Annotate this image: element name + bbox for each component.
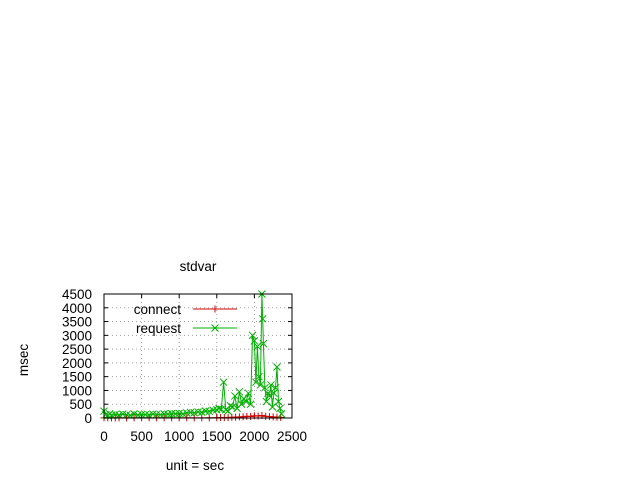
data-point-request xyxy=(255,372,263,381)
chart-title: stdvar xyxy=(180,259,217,274)
data-point-connect xyxy=(247,412,255,420)
x-tick-label: 500 xyxy=(130,429,153,444)
y-tick-label: 3000 xyxy=(62,328,92,343)
x-tick-label: 2500 xyxy=(277,429,307,444)
x-axis: 0 500 1000 1500 2000 2500 xyxy=(100,294,307,444)
data-point-request xyxy=(274,397,283,406)
data-point-request xyxy=(256,381,265,389)
x-tick-label: 1500 xyxy=(202,429,232,444)
y-tick-label: 0 xyxy=(84,411,92,426)
y-tick-label: 1500 xyxy=(62,370,92,385)
data-point-request xyxy=(253,342,262,351)
x-axis-label: unit = sec xyxy=(166,458,224,473)
y-tick-label: 2000 xyxy=(62,356,92,371)
data-point-request xyxy=(219,378,228,387)
data-point-request xyxy=(267,381,275,389)
series-line-request xyxy=(103,293,282,417)
y-tick-label: 3500 xyxy=(62,315,92,330)
data-point-request xyxy=(265,392,274,400)
legend-marker-connect xyxy=(211,305,219,313)
data-point-connect xyxy=(254,412,262,420)
data-point-request xyxy=(228,403,237,411)
data-point-request xyxy=(273,363,281,371)
data-point-request xyxy=(252,378,260,387)
data-point-request xyxy=(271,383,280,392)
data-point-request xyxy=(215,404,223,413)
x-tick-label: 2000 xyxy=(239,429,269,444)
y-tick-label: 500 xyxy=(69,397,92,412)
data-point-request xyxy=(242,397,250,406)
data-point-request xyxy=(277,410,286,418)
legend-label-request: request xyxy=(136,321,181,336)
x-tick-label: 0 xyxy=(100,429,108,444)
data-point-request xyxy=(258,314,267,323)
y-tick-label: 1000 xyxy=(62,383,92,398)
data-point-request xyxy=(259,339,268,348)
plot-area xyxy=(100,290,286,422)
data-point-request xyxy=(244,389,253,398)
data-point-request xyxy=(250,336,259,345)
x-tick-label: 1000 xyxy=(164,429,194,444)
data-point-request xyxy=(270,389,278,398)
data-point-request xyxy=(226,401,235,410)
data-point-request xyxy=(276,404,284,413)
y-tick-label: 4500 xyxy=(62,287,92,302)
legend-marker-request xyxy=(211,324,219,332)
data-point-request xyxy=(235,387,244,396)
data-point-request xyxy=(246,400,255,409)
series-request xyxy=(100,290,286,420)
plot-frame xyxy=(103,293,293,419)
y-axis-label: msec xyxy=(16,344,31,377)
data-point-request xyxy=(248,331,257,340)
y-tick-label: 2500 xyxy=(62,342,92,357)
legend-label-connect: connect xyxy=(134,302,182,317)
legend: connect request xyxy=(134,302,237,336)
data-point-request xyxy=(261,383,269,392)
data-point-request xyxy=(237,400,246,409)
y-tick-label: 4000 xyxy=(62,301,92,316)
